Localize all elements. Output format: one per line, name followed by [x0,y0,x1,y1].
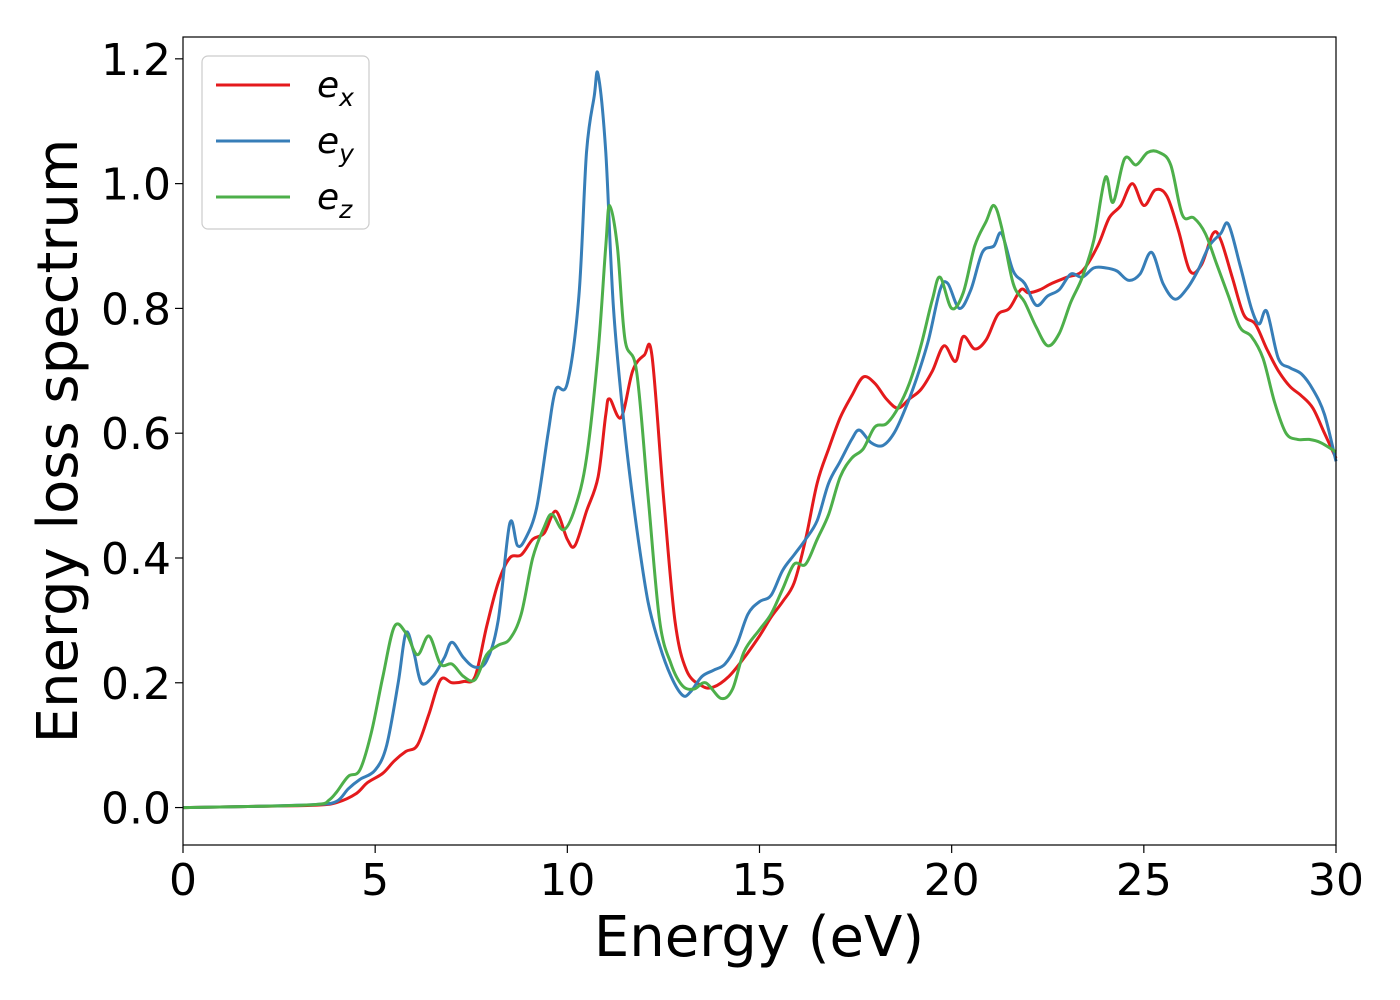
series-line-ex [182,182,1338,810]
ticks-layer: 0 5 10 15 20 25 30 0.0 0.2 0.4 0.6 0.8 1.0 1.2 [101,35,1364,906]
y-tick-label: 1.2 [101,35,171,86]
x-tick-label: 10 [539,855,595,906]
series-line-ez [182,149,1337,810]
x-tick-label: 25 [1116,855,1172,906]
y-axis-label: Energy loss spectrum [26,139,91,744]
series-layer [182,70,1338,810]
x-tick-label: 20 [924,855,980,906]
x-axis-label: Energy (eV) [594,905,924,970]
y-tick-label: 1.0 [101,160,171,211]
x-tick-label: 5 [361,855,389,906]
y-tick-label: 0.8 [101,284,171,335]
y-tick-label: 0.4 [101,534,171,585]
series-line-ey [182,70,1338,810]
x-tick-label: 0 [169,855,197,906]
y-tick-label: 0.0 [101,784,171,835]
x-tick-label: 30 [1308,855,1364,906]
y-tick-label: 0.6 [101,409,171,460]
x-tick-label: 15 [732,855,788,906]
y-tick-label: 0.2 [101,659,171,710]
